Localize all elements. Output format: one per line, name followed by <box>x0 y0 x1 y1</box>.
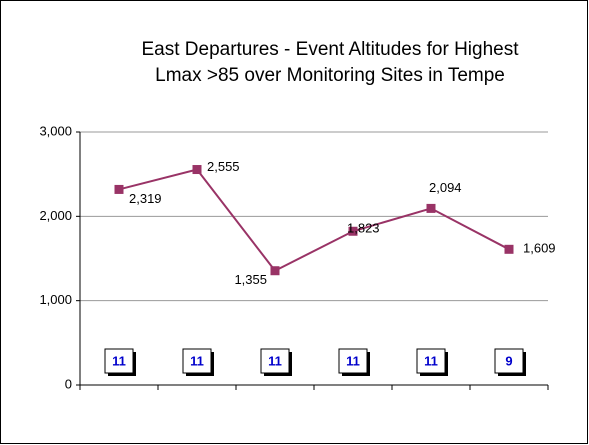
y-tick-label: 3,000 <box>39 123 72 138</box>
marker <box>192 165 202 175</box>
box <box>416 348 446 374</box>
marker <box>270 266 280 276</box>
box-label: 11 <box>424 353 438 368</box>
marker <box>348 226 358 236</box>
box-label: 11 <box>346 353 360 368</box>
data-label: 2,319 <box>129 191 162 206</box>
marker <box>114 184 124 194</box>
box-label: 11 <box>112 353 126 368</box>
y-tick-label: 0 <box>65 376 72 391</box>
y-tick-label: 2,000 <box>39 208 72 223</box>
marker <box>504 244 514 254</box>
box-label: 9 <box>505 353 512 368</box>
data-label: 2,094 <box>429 180 462 195</box>
data-label: 1,355 <box>234 272 267 287</box>
box <box>260 348 290 374</box>
data-label: 1,823 <box>347 221 380 236</box>
data-label: 1,609 <box>523 241 556 256</box>
box-label: 11 <box>190 353 204 368</box>
box-label: 11 <box>268 353 282 368</box>
y-tick-label: 1,000 <box>39 292 72 307</box>
line <box>118 168 510 272</box>
box <box>104 348 134 374</box>
chart-title-line: Lmax >85 over Monitoring Sites in Tempe <box>155 65 505 86</box>
box <box>494 348 524 374</box>
box <box>182 348 212 374</box>
box <box>338 348 368 374</box>
data-label: 2,555 <box>207 159 240 174</box>
marker <box>426 203 436 213</box>
chart-title-line: East Departures - Event Altitudes for Hi… <box>141 39 519 60</box>
